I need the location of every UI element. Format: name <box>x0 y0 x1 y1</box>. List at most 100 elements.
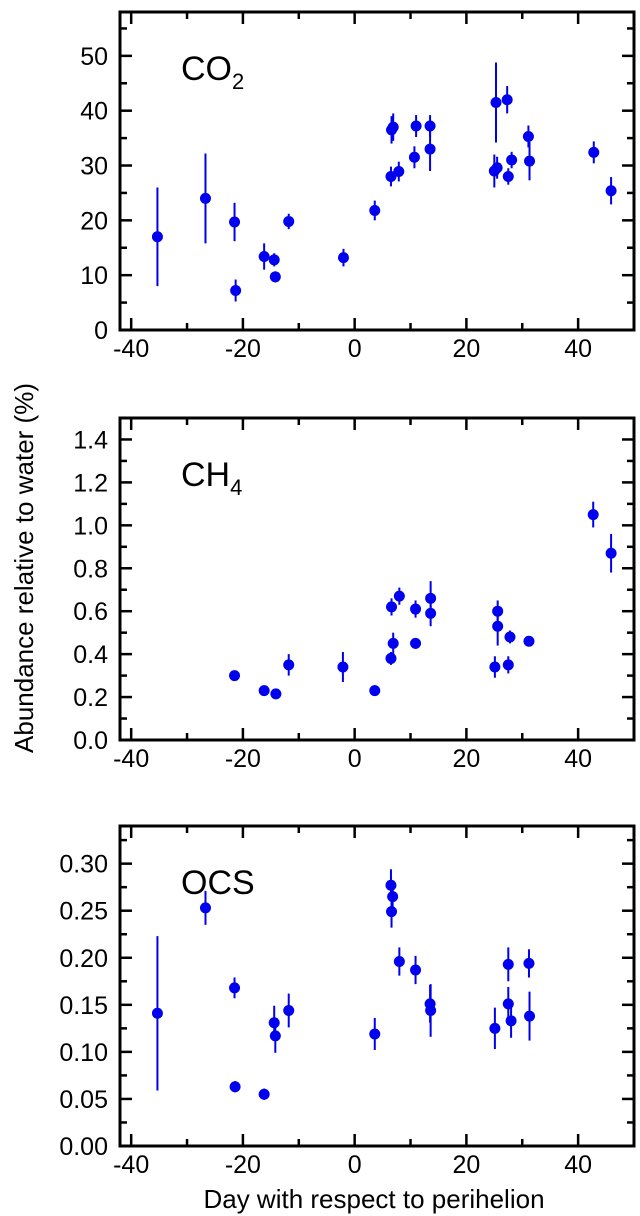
co2-data-point <box>408 151 420 163</box>
co2-data-point <box>501 94 513 106</box>
ch4-data-point <box>489 661 501 673</box>
co2-plot-frame <box>118 10 636 332</box>
ch4-x-tick-label: -40 <box>113 745 149 773</box>
co2-y-tick-label: 50 <box>80 43 108 71</box>
ocs-data-point <box>410 964 422 976</box>
ch4-data-point <box>410 637 422 649</box>
ocs-data-point <box>229 1081 241 1093</box>
co2-data-point <box>491 162 503 174</box>
y-axis-label: Abundance relative to water (%) <box>9 383 39 753</box>
co2-data-point <box>151 231 163 243</box>
ocs-data-point <box>393 956 405 968</box>
ch4-data-point <box>337 661 349 673</box>
ocs-panel-title: OCS <box>181 864 255 902</box>
co2-data-point <box>506 154 518 166</box>
ocs-y-tick-label: 0.30 <box>59 851 108 879</box>
x-axis-label: Day with respect to perihelion <box>203 1184 544 1214</box>
co2-data-point <box>605 185 617 197</box>
ch4-data-point <box>425 592 437 604</box>
co2-y-tick-label: 40 <box>80 98 108 126</box>
ch4-data-point <box>283 659 295 671</box>
ocs-y-tick-label: 0.10 <box>59 1039 108 1067</box>
co2-data-point <box>588 146 600 158</box>
ch4-y-tick-label: 1.0 <box>73 512 108 540</box>
ch4-data-point <box>369 685 381 697</box>
ch4-x-tick-label: 0 <box>348 745 362 773</box>
co2-y-tick-label: 20 <box>80 207 108 235</box>
co2-data-point <box>268 254 280 266</box>
ch4-data-point <box>386 601 398 613</box>
ch4-data-point <box>587 509 599 521</box>
co2-data-point <box>385 170 397 182</box>
ch4-data-point <box>605 547 617 559</box>
co2-data-point <box>337 252 349 264</box>
co2-data-point <box>369 204 381 216</box>
ocs-x-tick-label: 0 <box>348 1151 362 1179</box>
ocs-data-point <box>199 902 211 914</box>
ch4-data-point <box>385 652 397 664</box>
co2-data-point <box>269 271 281 283</box>
ocs-x-tick-label: -20 <box>225 1151 261 1179</box>
ocs-x-tick-label: -40 <box>113 1151 149 1179</box>
ch4-y-tick-label: 0.6 <box>73 598 108 626</box>
co2-y-tick-label: 10 <box>80 262 108 290</box>
ocs-data-point <box>425 1004 437 1016</box>
co2-y-tick-label: 0 <box>94 317 108 345</box>
ch4-data-point <box>523 635 535 647</box>
co2-x-tick-label: 0 <box>348 335 362 363</box>
ocs-data-point <box>283 1004 295 1016</box>
ocs-data-point <box>524 1010 536 1022</box>
ocs-data-point <box>369 1028 381 1040</box>
ch4-y-tick-label: 0.2 <box>73 684 108 712</box>
co2-x-tick-label: -20 <box>225 335 261 363</box>
ocs-y-tick-label: 0.00 <box>59 1133 108 1161</box>
ch4-y-tick-label: 1.4 <box>73 426 108 454</box>
ch4-data-point <box>425 607 437 619</box>
co2-x-tick-label: 40 <box>564 335 592 363</box>
ch4-y-tick-label: 0.4 <box>73 641 108 669</box>
ch4-data-point <box>410 603 422 615</box>
ch4-data-point <box>229 670 241 682</box>
ch4-y-tick-label: 1.2 <box>73 469 108 497</box>
co2-x-tick-label: 20 <box>452 335 480 363</box>
ocs-y-tick-label: 0.25 <box>59 898 108 926</box>
co2-data-point <box>229 216 241 228</box>
co2-data-point <box>410 120 422 132</box>
co2-data-point <box>283 215 295 227</box>
ocs-x-tick-label: 40 <box>564 1151 592 1179</box>
ocs-plot-frame <box>118 824 636 1148</box>
co2-data-point <box>522 130 534 142</box>
ocs-data-point <box>258 1088 270 1100</box>
co2-panel-title: CO2 <box>181 50 244 94</box>
co2-data-point <box>387 121 399 133</box>
ocs-y-tick-label: 0.15 <box>59 992 108 1020</box>
ch4-x-tick-label: 20 <box>452 745 480 773</box>
co2-data-point <box>258 251 270 263</box>
ocs-y-tick-label: 0.20 <box>59 945 108 973</box>
ocs-x-tick-label: 20 <box>452 1151 480 1179</box>
ocs-data-point <box>489 1022 501 1034</box>
ocs-data-point <box>502 958 514 970</box>
ch4-data-point <box>387 637 399 649</box>
co2-data-point <box>502 170 514 182</box>
co2-data-point <box>393 166 405 178</box>
co2-x-tick-label: -40 <box>113 335 149 363</box>
ocs-y-tick-label: 0.05 <box>59 1086 108 1114</box>
ch4-panel-title: CH4 <box>181 456 242 500</box>
ch4-data-point <box>270 688 282 700</box>
ocs-data-point <box>523 957 535 969</box>
ocs-data-point <box>385 879 397 891</box>
ocs-data-point <box>268 1017 280 1029</box>
ch4-x-tick-label: -20 <box>225 745 261 773</box>
co2-data-point <box>199 192 211 204</box>
ch4-data-point <box>502 659 514 671</box>
co2-data-point <box>230 285 242 297</box>
ocs-data-point <box>502 998 514 1010</box>
co2-y-tick-label: 30 <box>80 153 108 181</box>
ocs-data-point <box>269 1030 281 1042</box>
ch4-data-point <box>492 620 504 632</box>
co2-data-point <box>424 120 436 132</box>
ocs-data-point <box>386 906 398 918</box>
ocs-data-point <box>151 1007 163 1019</box>
